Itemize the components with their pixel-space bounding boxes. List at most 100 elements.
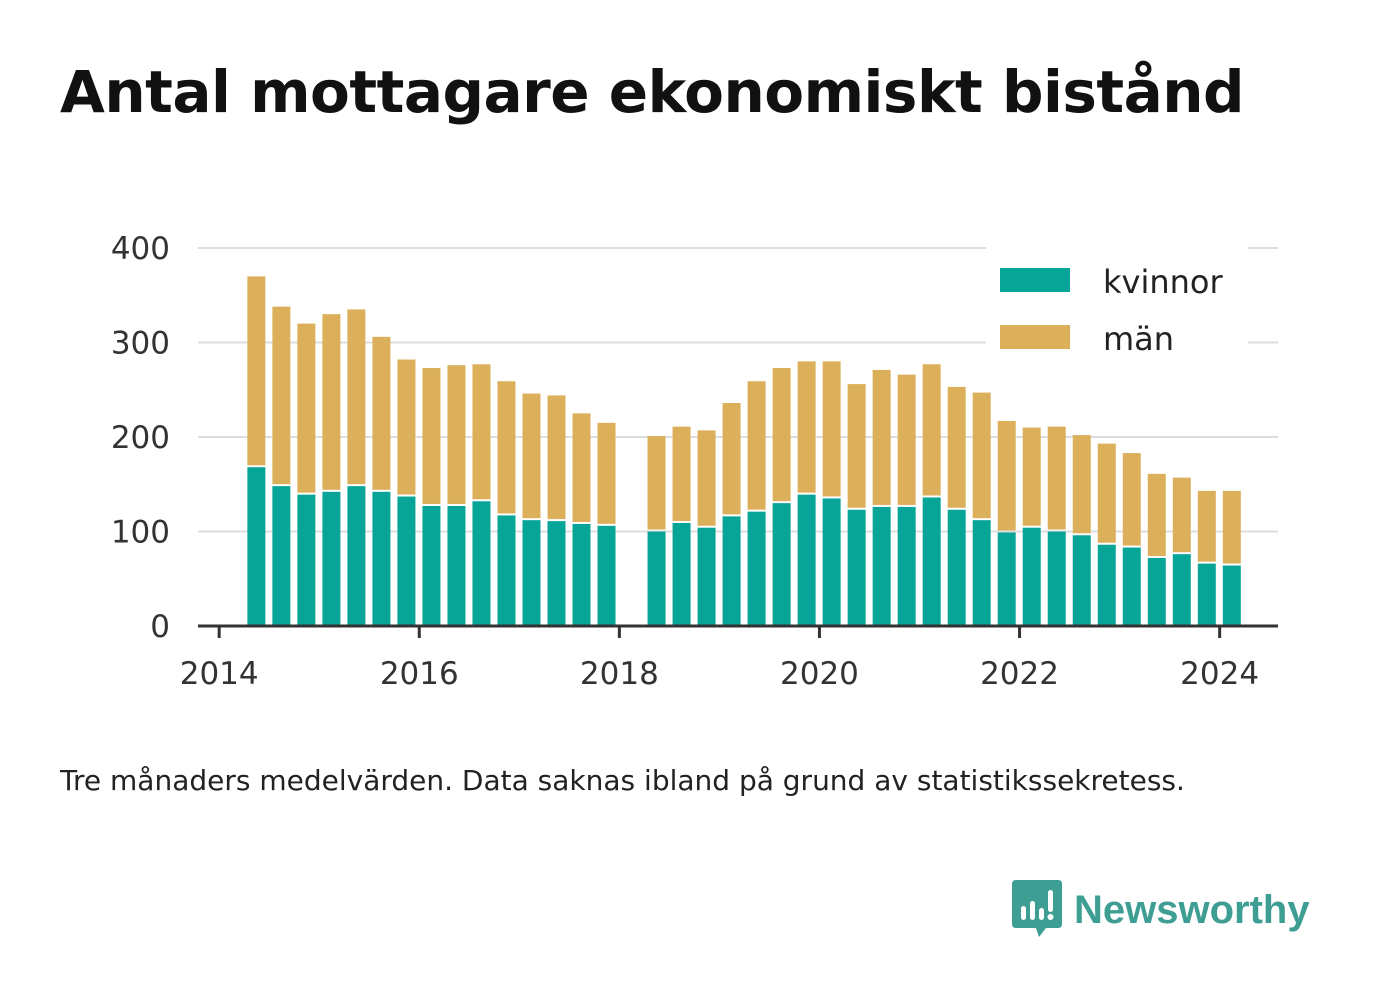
bar-man	[1097, 443, 1116, 543]
bar-man	[847, 384, 866, 508]
bar-man	[972, 392, 991, 519]
bar-man	[272, 306, 291, 485]
bar-kvinnor	[1197, 563, 1216, 626]
bar-kvinnor	[847, 509, 866, 626]
bar-man	[897, 374, 916, 505]
x-tick-label: 2018	[580, 656, 659, 692]
bar-kvinnor	[747, 511, 766, 626]
y-tick-label: 300	[111, 326, 170, 362]
bar-kvinnor	[1122, 547, 1141, 626]
newsworthy-bar-chart-icon	[1012, 880, 1062, 937]
y-tick-label: 100	[111, 515, 170, 551]
bar-kvinnor	[1147, 557, 1166, 626]
x-tick-label: 2016	[380, 656, 459, 692]
bar-kvinnor	[372, 491, 391, 626]
legend-swatch-kvinnor	[1000, 268, 1070, 292]
bar-man	[1172, 477, 1191, 553]
bar-kvinnor	[572, 523, 591, 626]
bar-kvinnor	[1022, 527, 1041, 626]
bar-kvinnor	[922, 497, 941, 626]
bar-man	[1047, 426, 1066, 530]
bar-man	[747, 381, 766, 510]
bar-kvinnor	[247, 467, 266, 626]
bar-kvinnor	[947, 509, 966, 626]
bar-man	[372, 336, 391, 490]
bar-kvinnor	[772, 503, 791, 626]
x-tick-label: 2024	[1180, 656, 1259, 692]
bar-man	[447, 365, 466, 504]
bar-man	[722, 402, 741, 515]
bar-man	[922, 364, 941, 496]
bar-kvinnor	[297, 494, 316, 626]
bar-man	[347, 309, 366, 485]
legend-label-man: män	[1103, 320, 1174, 358]
bar-man	[1222, 490, 1241, 564]
bar-man	[572, 413, 591, 522]
bar-kvinnor	[272, 486, 291, 626]
y-tick-label: 200	[111, 420, 170, 456]
bar-man	[947, 386, 966, 508]
y-tick-label: 0	[150, 609, 170, 645]
bar-kvinnor	[322, 491, 341, 626]
bar-man	[522, 393, 541, 519]
x-tick-label: 2022	[980, 656, 1059, 692]
bar-man	[1147, 473, 1166, 556]
bar-man	[822, 361, 841, 497]
bar-kvinnor	[697, 527, 716, 626]
bar-kvinnor	[1072, 535, 1091, 626]
bar-man	[1122, 453, 1141, 546]
bar-man	[397, 359, 416, 495]
bar-kvinnor	[897, 506, 916, 626]
bar-kvinnor	[672, 522, 691, 626]
bar-kvinnor	[422, 505, 441, 626]
bar-kvinnor	[647, 531, 666, 626]
bar-man	[472, 364, 491, 500]
bar-man	[672, 426, 691, 521]
bar-man	[322, 314, 341, 490]
bar-man	[1022, 427, 1041, 526]
bar-man	[297, 323, 316, 493]
bar-kvinnor	[797, 494, 816, 626]
bar-kvinnor	[1222, 565, 1241, 626]
bar-man	[1197, 490, 1216, 562]
bar-kvinnor	[547, 521, 566, 626]
brand: Newsworthy	[1012, 880, 1310, 940]
bar-kvinnor	[972, 520, 991, 626]
bar-man	[797, 361, 816, 493]
legend: kvinnor män	[986, 245, 1248, 363]
bar-man	[697, 430, 716, 526]
bar-kvinnor	[822, 498, 841, 626]
brand-name: Newsworthy	[1074, 887, 1310, 932]
chart-note: Tre månaders medelvärden. Data saknas ib…	[60, 764, 1185, 797]
bar-man	[247, 276, 266, 466]
bar-man	[547, 395, 566, 520]
bar-man	[422, 368, 441, 504]
bar-man	[772, 368, 791, 502]
bar-kvinnor	[997, 532, 1016, 626]
bar-man	[1072, 435, 1091, 534]
bar-man	[497, 381, 516, 514]
bar-man	[997, 420, 1016, 531]
x-tick-label: 2014	[180, 656, 259, 692]
y-tick-label: 400	[111, 231, 170, 267]
bar-kvinnor	[597, 525, 616, 626]
bar-kvinnor	[872, 506, 891, 626]
bar-kvinnor	[472, 501, 491, 626]
bar-kvinnor	[497, 515, 516, 626]
bar-man	[872, 369, 891, 505]
legend-swatch-man	[1000, 325, 1070, 349]
axes: 0 100 200 300 400 2014 2016 2018 2020 2022 2024	[111, 231, 1278, 692]
bar-kvinnor	[1097, 544, 1116, 626]
bar-man	[647, 436, 666, 530]
bar-kvinnor	[397, 496, 416, 626]
x-tick-label: 2020	[780, 656, 859, 692]
bar-kvinnor	[1047, 531, 1066, 626]
bar-kvinnor	[722, 516, 741, 626]
bar-kvinnor	[1172, 554, 1191, 626]
bar-man	[597, 422, 616, 524]
legend-label-kvinnor: kvinnor	[1103, 263, 1224, 301]
bar-kvinnor	[347, 486, 366, 626]
bars	[247, 276, 1241, 626]
chart-title: Antal mottagare ekonomiskt bistånd	[60, 58, 1245, 126]
